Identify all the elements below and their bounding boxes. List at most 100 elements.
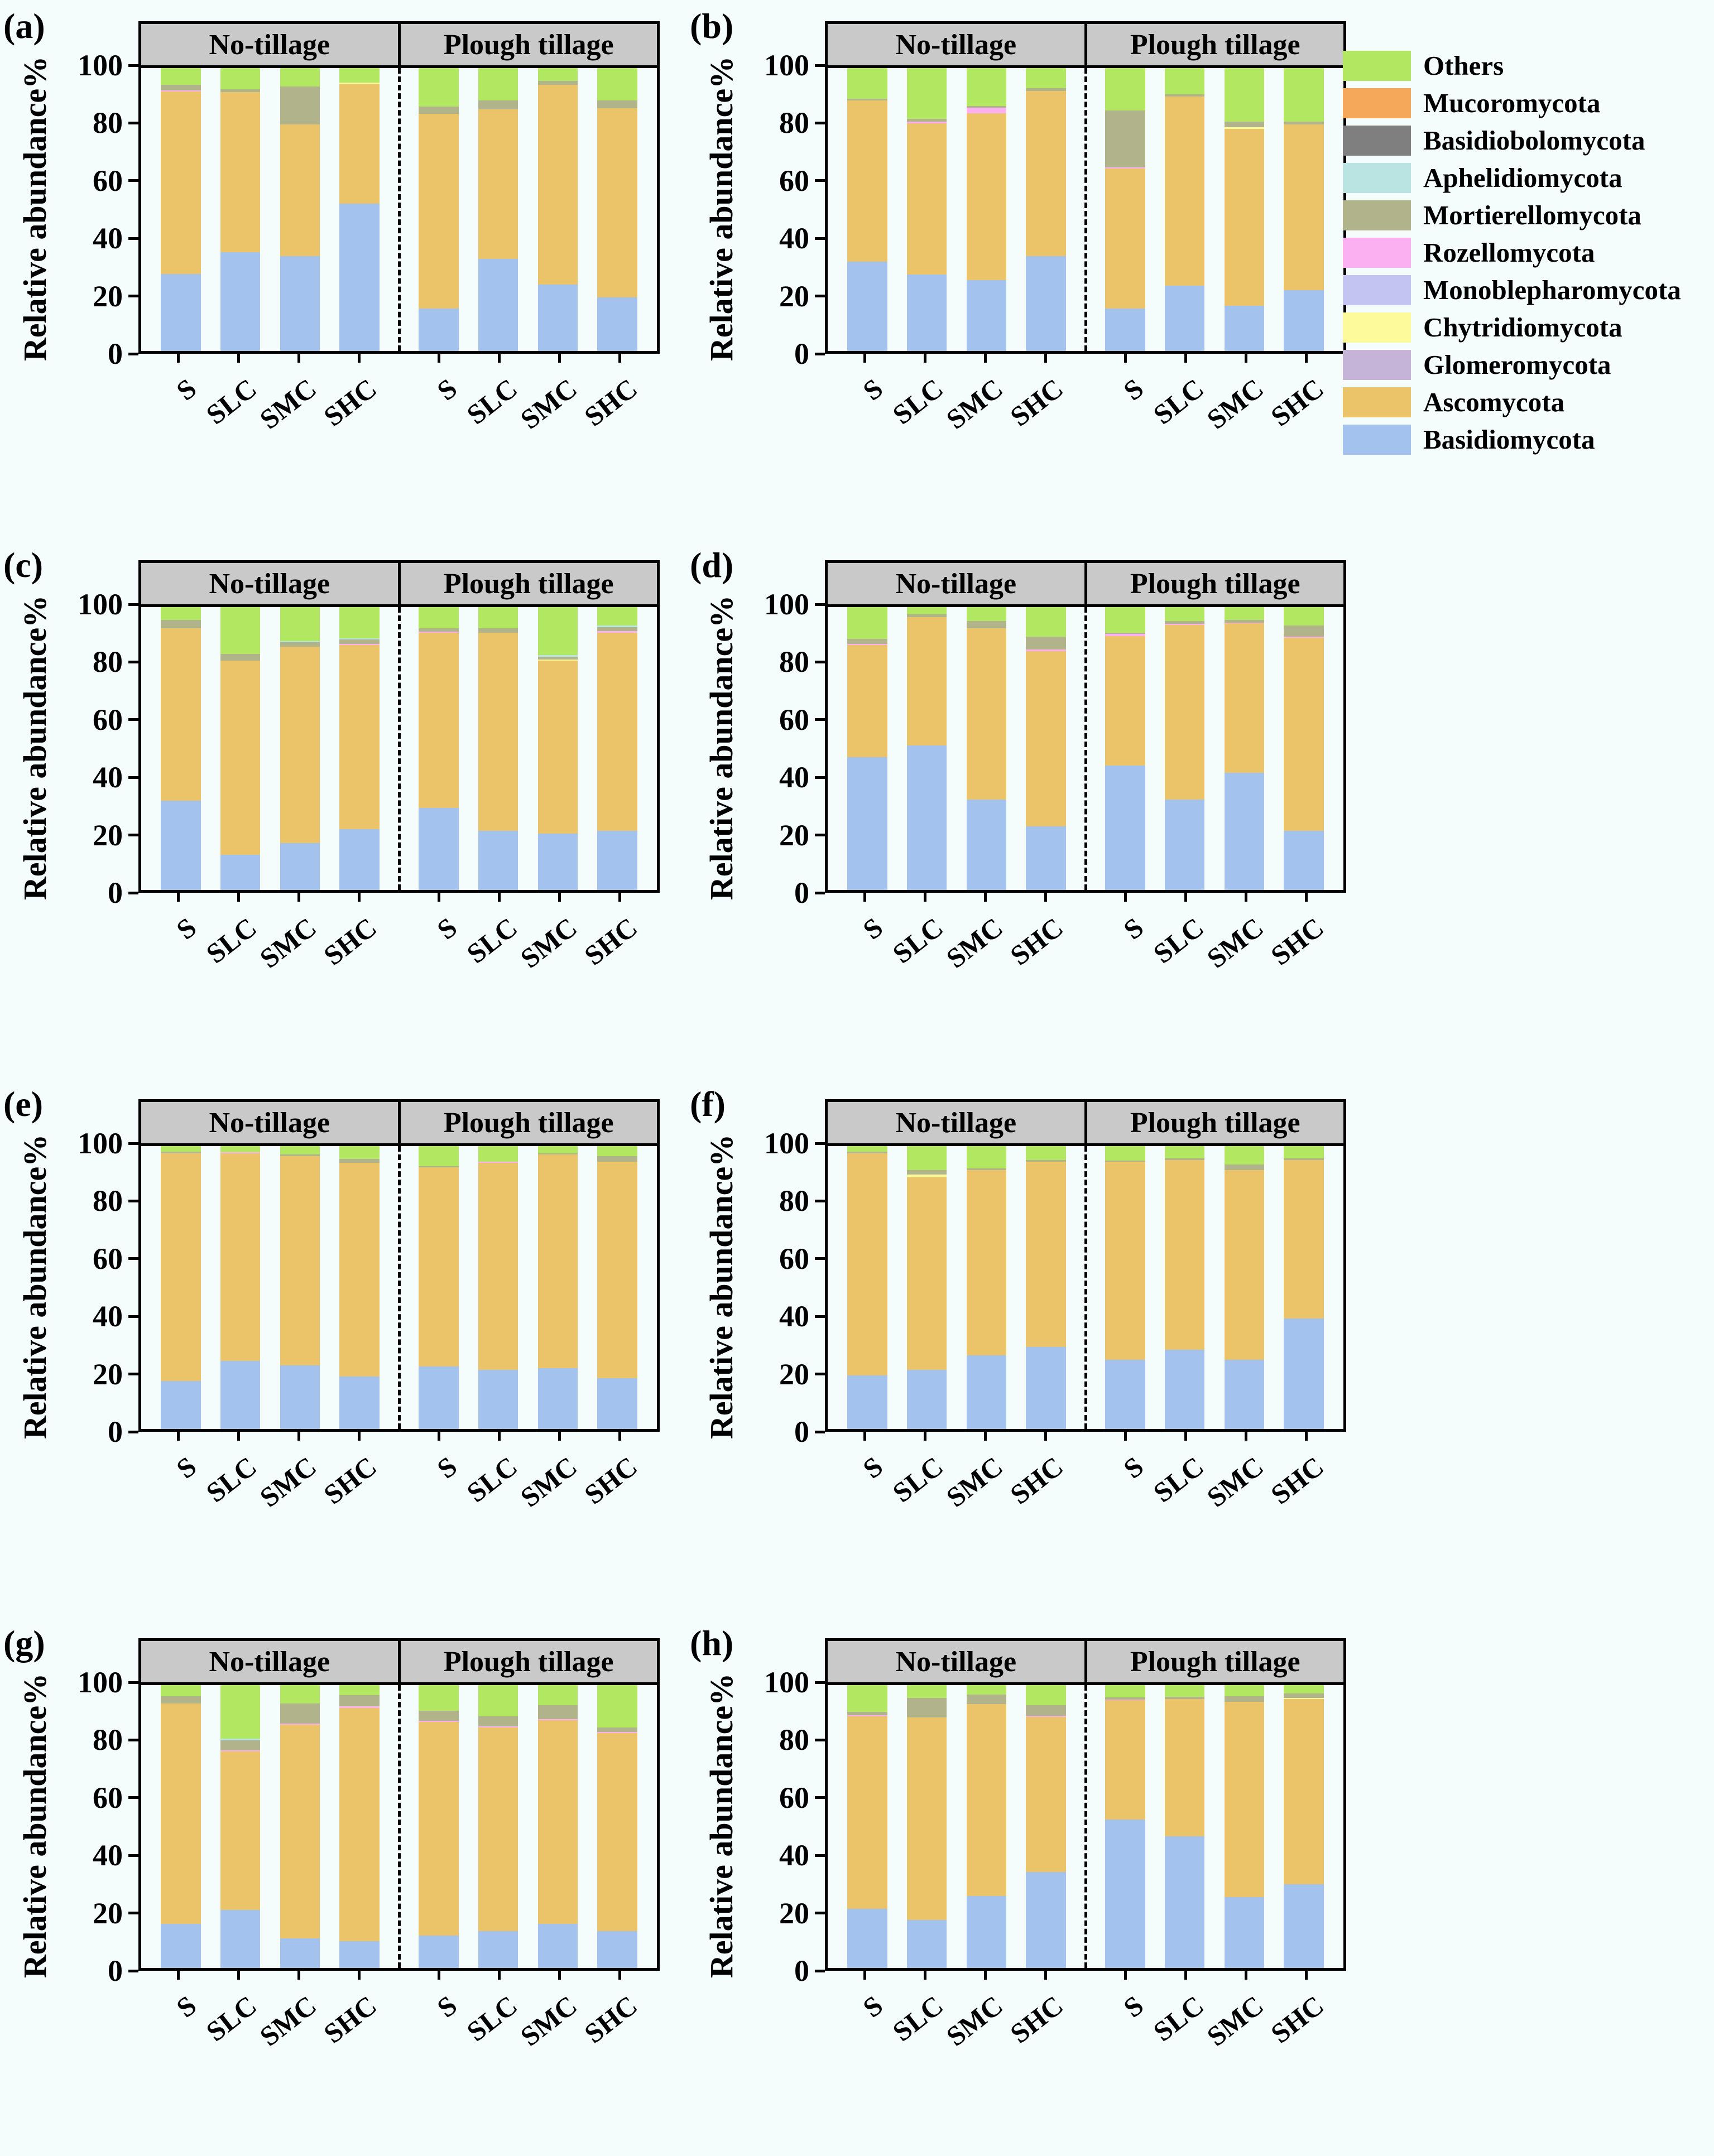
legend-item: Mucoromycota [1343, 84, 1681, 122]
bar-segment-mortierellomycota [537, 1705, 578, 1720]
bar-segment-mortierellomycota [1164, 621, 1205, 624]
group-header-label: No-tillage [141, 1641, 401, 1682]
bar-segment-basidiomycota [478, 830, 518, 890]
bar-segment-others [537, 607, 578, 656]
group-plough-tillage [1086, 1685, 1343, 1968]
panel-c: (c) Relative abundance% No-tillage Plough t… [0, 539, 686, 1078]
stacked-bar-S [161, 1146, 201, 1429]
x-tick-label-SMC: SMC [515, 372, 583, 435]
x-tick-mark [558, 893, 561, 902]
stacked-bar-SHC [1026, 607, 1066, 890]
y-tick-mark [128, 660, 138, 663]
x-tick-label-SLC: SLC [886, 1989, 949, 2048]
bar-segment-mortierellomycota [1224, 1696, 1265, 1702]
y-tick-label: 20 [779, 1357, 809, 1391]
y-tick-mark [128, 1738, 138, 1741]
x-tick-mark [924, 1432, 927, 1441]
bar-segment-rozellomycota [537, 1719, 578, 1721]
group-plough-tillage [399, 1685, 657, 1968]
group-divider-line [398, 1685, 401, 1968]
legend-item: Mortierellomycota [1343, 196, 1681, 234]
x-tick-mark [983, 1432, 987, 1441]
y-tick-mark [815, 776, 825, 779]
bar-segment-rozellomycota [597, 631, 637, 633]
bar-segment-rozellomycota [847, 644, 887, 646]
bar-segment-mortierellomycota [1224, 1164, 1265, 1171]
y-tick-label: 80 [779, 106, 809, 140]
bar-segment-rozellomycota [161, 90, 201, 92]
bar-segment-ascomycota [339, 645, 380, 829]
bar-segment-others [280, 607, 320, 641]
x-tick-label-SHC: SHC [1265, 372, 1330, 432]
group-header: No-tillage Plough tillage [825, 1099, 1346, 1146]
bar-segment-rozellomycota [339, 1706, 380, 1708]
bar-segment-rozellomycota [1105, 167, 1145, 169]
stacked-bar-SLC [220, 607, 261, 890]
bar-segment-mortierellomycota [597, 100, 637, 108]
legend-item: Aphelidiomycota [1343, 159, 1681, 196]
y-tick-label: 20 [93, 818, 123, 852]
x-tick-mark [1184, 1432, 1188, 1441]
x-tick-label-SHC: SHC [578, 1989, 644, 2049]
bar-segment-mortierellomycota [537, 656, 578, 660]
bar-segment-ascomycota [1026, 1161, 1066, 1347]
plot-area [138, 1143, 660, 1432]
x-tick-mark [297, 893, 300, 902]
bar-segment-ascomycota [1105, 1700, 1145, 1820]
y-tick-mark [815, 834, 825, 837]
y-tick-mark [128, 718, 138, 721]
legend-item: Glomeromycota [1343, 346, 1681, 383]
y-tick-label: 100 [78, 588, 123, 621]
stacked-bar-S [847, 68, 887, 351]
stacked-bar-S [1105, 1685, 1145, 1968]
bar-segment-ascomycota [1284, 1699, 1324, 1885]
y-tick-mark [128, 891, 138, 894]
x-tick-label-S: S [857, 372, 889, 407]
bar-segment-rozellomycota [1284, 637, 1324, 638]
stacked-bar-SHC [1284, 1685, 1324, 1968]
y-tick-mark [815, 179, 825, 182]
x-tick-label-SLC: SLC [886, 372, 949, 431]
stacked-bar-S [1105, 607, 1145, 890]
bar-segment-basidiomycota [1284, 1318, 1324, 1429]
bar-segment-ascomycota [1164, 1699, 1205, 1837]
bar-segment-mortierellomycota [280, 1154, 320, 1156]
bar-segment-ascomycota [419, 1167, 459, 1367]
stacked-bar-SMC [537, 1685, 578, 1968]
bar-segment-mortierellomycota [339, 1158, 380, 1163]
bar-segment-others [906, 1146, 947, 1171]
x-tick-label-SMC: SMC [254, 372, 323, 435]
x-tick-label-SHC: SHC [318, 911, 383, 971]
bar-segment-others [478, 68, 518, 101]
stacked-bar-SLC [1164, 607, 1205, 890]
bar-segment-basidiomycota [1164, 1350, 1205, 1429]
bar-segment-basidiomycota [537, 1924, 578, 1968]
stacked-bar-SLC [220, 68, 261, 351]
group-no-tillage [828, 68, 1086, 351]
bar-segment-ascomycota [478, 109, 518, 259]
bar-segment-basidiomycota [906, 275, 947, 351]
bar-segment-mortierellomycota [1224, 122, 1265, 127]
y-tick-label: 20 [779, 1896, 809, 1930]
bar-segment-others [161, 68, 201, 85]
bar-segment-mortierellomycota [1026, 1160, 1066, 1162]
x-tick-mark [177, 354, 180, 363]
x-tick-label-SLC: SLC [1147, 1450, 1209, 1509]
bar-segment-mortierellomycota [478, 1716, 518, 1726]
bar-segment-others [906, 1685, 947, 1698]
bar-segment-others [161, 1685, 201, 1697]
x-tick-label-SLC: SLC [1147, 1989, 1209, 2048]
bar-segment-others [1105, 607, 1145, 633]
bar-segment-mortierellomycota [1105, 1697, 1145, 1700]
x-tick-mark [618, 354, 621, 363]
bar-segment-basidiomycota [847, 1908, 887, 1968]
x-tick-label-SHC: SHC [578, 911, 644, 971]
bar-segment-basidiomycota [419, 308, 459, 351]
x-tick-mark [357, 1971, 361, 1980]
bar-segment-basidiomycota [847, 1375, 887, 1429]
y-tick-label: 40 [779, 1300, 809, 1334]
x-tick-mark [357, 893, 361, 902]
bar-segment-mortierellomycota [1284, 1693, 1324, 1698]
bar-segment-ascomycota [1224, 1702, 1265, 1898]
bar-segment-mortierellomycota [161, 619, 201, 629]
